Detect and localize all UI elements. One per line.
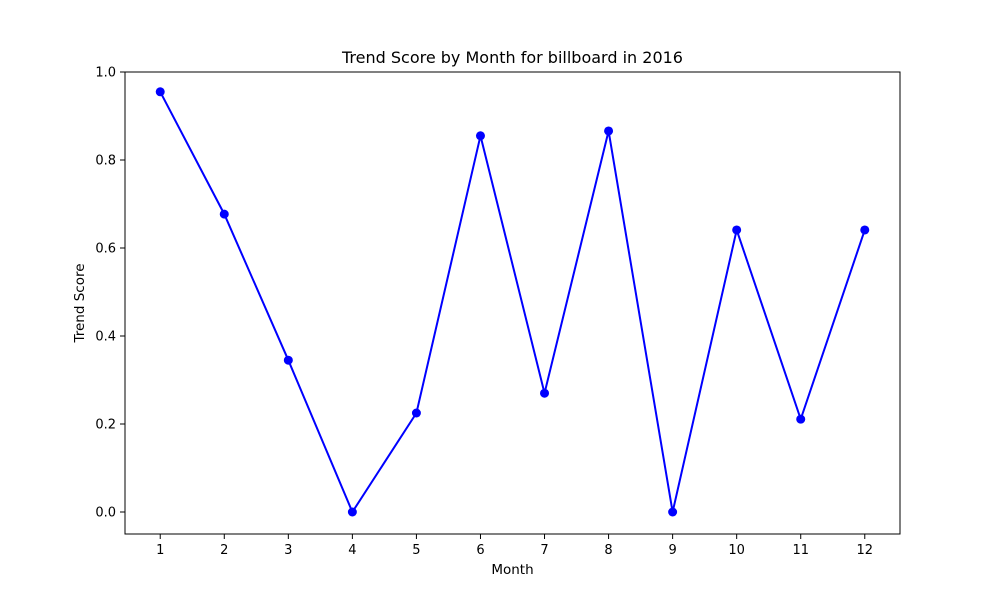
x-tick-label: 5 — [412, 543, 420, 558]
x-tick-label: 11 — [792, 543, 809, 558]
x-tick-label: 8 — [604, 543, 612, 558]
x-tick-label: 4 — [348, 543, 356, 558]
y-tick-label: 0.6 — [95, 242, 116, 257]
x-tick-label: 10 — [728, 543, 745, 558]
data-point — [475, 131, 485, 141]
series-layer — [155, 87, 870, 517]
x-tick-label: 3 — [284, 543, 292, 558]
y-tick-label: 0.4 — [95, 330, 116, 345]
y-axis-ticks: 0.0 0.2 0.4 0.6 0.8 1.0 — [95, 66, 125, 521]
y-tick-label: 0.2 — [95, 418, 116, 433]
data-point — [219, 209, 229, 219]
x-tick-label: 6 — [476, 543, 484, 558]
x-tick-label: 7 — [540, 543, 548, 558]
x-tick-label: 12 — [856, 543, 873, 558]
data-point — [668, 507, 678, 517]
x-axis-label: Month — [491, 562, 533, 578]
data-point — [411, 408, 421, 418]
y-tick-label: 0.0 — [95, 506, 116, 521]
plot-frame — [124, 71, 901, 535]
chart-title: Trend Score by Month for billboard in 20… — [341, 48, 683, 67]
data-point — [540, 388, 550, 398]
x-tick-label: 1 — [156, 543, 164, 558]
data-point — [347, 507, 357, 517]
y-tick-label: 1.0 — [95, 66, 116, 81]
data-point — [155, 87, 165, 97]
series-line — [159, 91, 866, 515]
data-point — [604, 126, 614, 136]
y-axis-label: Trend Score — [72, 263, 88, 343]
x-tick-label: 9 — [668, 543, 676, 558]
data-point — [796, 414, 806, 424]
y-tick-label: 0.8 — [95, 154, 116, 169]
x-tick-label: 2 — [220, 543, 228, 558]
x-axis-ticks: 1 2 3 4 5 6 7 8 9 10 11 12 — [156, 534, 873, 558]
data-point — [283, 355, 293, 365]
data-point — [732, 225, 742, 235]
data-point — [860, 225, 870, 235]
